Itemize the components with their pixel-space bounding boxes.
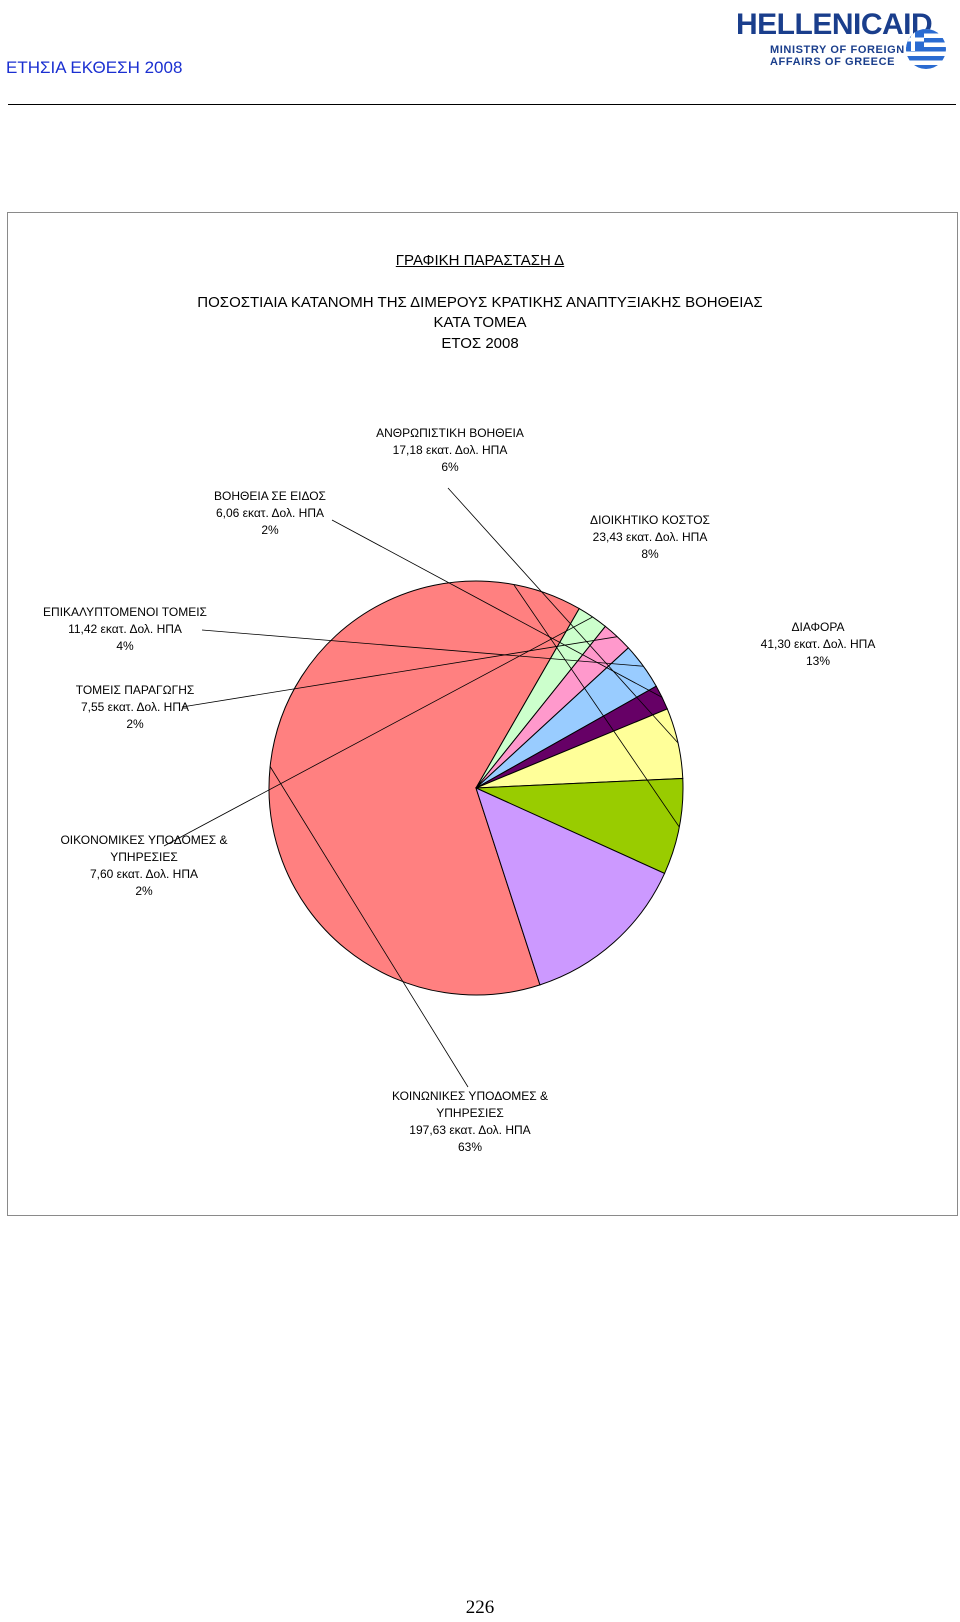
leader-line-aid-in-kind — [331, 519, 663, 698]
greek-flag-icon — [906, 29, 946, 69]
slice-label-production-sectors: ΤΟΜΕΙΣ ΠΑΡΑΓΩΓΗΣ 7,55 εκατ. Δολ. ΗΠΑ 2% — [60, 682, 210, 733]
slice-name-line: ΔΙΟΙΚΗΤΙΚΟ ΚΟΣΤΟΣ — [590, 513, 710, 527]
slice-percent-label: 63% — [457, 1140, 483, 1154]
slice-percent-label: 2% — [135, 884, 153, 898]
leader-line-multisector — [201, 629, 644, 667]
slice-name-line: ΔΙΑΦΟΡΑ — [791, 620, 845, 634]
leader-line-humanitarian-aid — [447, 487, 679, 744]
slice-name-line: ΕΠΙΚΑΛΥΠΤΟΜΕΝΟΙ ΤΟΜΕΙΣ — [43, 605, 207, 619]
logo-line-2: AFFAIRS OF GREECE — [770, 56, 896, 68]
slice-label-aid-in-kind: ΒΟΗΘΕΙΑ ΣΕ ΕΙΔΟΣ 6,06 εκατ. Δολ. ΗΠΑ 2% — [195, 488, 345, 539]
slice-name-line: ΟΙΚΟΝΟΜΙΚΕΣ ΥΠΟΔΟΜΕΣ & — [60, 833, 228, 847]
leader-line-administrative-cost — [513, 584, 680, 828]
chart-subtitle-line-3: ΕΤΟΣ 2008 — [441, 335, 519, 352]
slice-name-line: ΑΝΘΡΩΠΙΣΤΙΚΗ ΒΟΗΘΕΙΑ — [376, 426, 524, 440]
slice-value-label: 7,60 εκατ. Δολ. ΗΠΑ — [89, 867, 199, 881]
slice-value-label: 11,42 εκατ. Δολ. ΗΠΑ — [68, 622, 182, 636]
slice-value-label: 197,63 εκατ. Δολ. ΗΠΑ — [409, 1123, 531, 1137]
header-rule — [8, 104, 956, 105]
slice-name-line: ΥΠΗΡΕΣΙΕΣ — [436, 1106, 504, 1120]
chart-subtitle-line-1: ΠΟΣΟΣΤΙΑΙΑ ΚΑΤΑΝΟΜΗ ΤΗΣ ΔΙΜΕΡΟΥΣ ΚΡΑΤΙΚΗ… — [197, 294, 763, 311]
slice-percent-label: 2% — [261, 523, 279, 537]
slice-percent-label: 6% — [441, 460, 459, 474]
slice-label-economic-infrastructure: ΟΙΚΟΝΟΜΙΚΕΣ ΥΠΟΔΟΜΕΣ & ΥΠΗΡΕΣΙΕΣ 7,60 εκ… — [44, 832, 244, 900]
chart-subtitle-line-2: ΚΑΤΑ ΤΟΜΕΑ — [433, 314, 527, 331]
leader-line-economic-infrastructure — [163, 616, 593, 847]
slice-label-humanitarian-aid: ΑΝΘΡΩΠΙΣΤΙΚΗ ΒΟΗΘΕΙΑ 17,18 εκατ. Δολ. ΗΠ… — [360, 425, 540, 476]
slice-value-label: 6,06 εκατ. Δολ. ΗΠΑ — [215, 506, 325, 520]
slice-value-label: 41,30 εκατ. Δολ. ΗΠΑ — [760, 637, 876, 651]
slice-label-other: ΔΙΑΦΟΡΑ 41,30 εκατ. Δολ. ΗΠΑ 13% — [738, 619, 898, 670]
slice-label-administrative-cost: ΔΙΟΙΚΗΤΙΚΟ ΚΟΣΤΟΣ 23,43 εκατ. Δολ. ΗΠΑ 8… — [565, 512, 735, 563]
pie-slice-other — [475, 787, 666, 986]
slice-percent-label: 13% — [805, 654, 831, 668]
leader-line-production-sectors — [181, 636, 618, 708]
slice-name-line: ΚΟΙΝΩΝΙΚΕΣ ΥΠΟΔΟΜΕΣ & — [391, 1089, 549, 1103]
slice-value-label: 23,43 εκατ. Δολ. ΗΠΑ — [592, 530, 708, 544]
slice-percent-label: 8% — [641, 547, 659, 561]
slice-label-social-infrastructure: ΚΟΙΝΩΝΙΚΕΣ ΥΠΟΔΟΜΕΣ & ΥΠΗΡΕΣΙΕΣ 197,63 ε… — [370, 1088, 570, 1156]
slice-name-line: ΒΟΗΘΕΙΑ ΣΕ ΕΙΔΟΣ — [214, 489, 326, 503]
slice-value-label: 7,55 εκατ. Δολ. ΗΠΑ — [80, 700, 190, 714]
report-title: ΕΤΗΣΙΑ ΕΚΘΕΣΗ 2008 — [6, 58, 183, 77]
slice-name-line: ΥΠΗΡΕΣΙΕΣ — [110, 850, 178, 864]
slice-label-multisector: ΕΠΙΚΑΛΥΠΤΟΜΕΝΟΙ ΤΟΜΕΙΣ 11,42 εκατ. Δολ. … — [30, 604, 220, 655]
hellenicaid-logo: HELLENICAID MINISTRY OF FOREIGN AFFAIRS … — [736, 2, 954, 72]
slice-percent-label: 4% — [116, 639, 134, 653]
logo-wordmark: HELLENICAID — [736, 8, 933, 41]
logo-line-1: MINISTRY OF FOREIGN — [770, 44, 905, 56]
chart-title: ΓΡΑΦΙΚΗ ΠΑΡΑΣΤΑΣΗ Δ — [395, 252, 565, 269]
slice-name-line: ΤΟΜΕΙΣ ΠΑΡΑΓΩΓΗΣ — [75, 683, 195, 697]
slice-percent-label: 2% — [126, 717, 144, 731]
page-number: 226 — [465, 1597, 495, 1618]
slice-value-label: 17,18 εκατ. Δολ. ΗΠΑ — [392, 443, 508, 457]
leader-line-social-infrastructure — [269, 766, 469, 1088]
